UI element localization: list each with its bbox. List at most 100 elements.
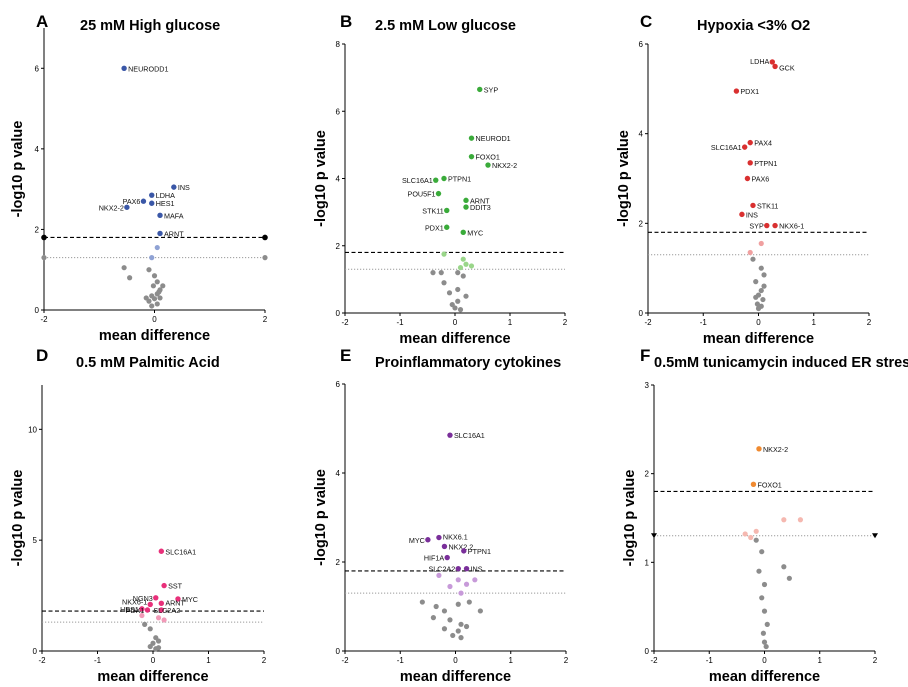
ns-point (781, 564, 787, 570)
ns-point (758, 265, 764, 271)
y-tick-label: 10 (28, 425, 37, 434)
y-tick-label: 0 (33, 647, 38, 656)
sig-point (468, 153, 475, 160)
gene-label: INS (746, 210, 758, 219)
sig-point (460, 229, 466, 235)
sig-point (147, 601, 153, 608)
near-sig-point (155, 615, 162, 621)
y-tick-label: 2 (639, 219, 644, 228)
sig-point (441, 543, 448, 550)
ns-point (463, 293, 469, 299)
x-tick-label: -2 (38, 656, 46, 665)
gene-label: MAFA (164, 211, 184, 220)
ns-point (466, 599, 472, 605)
ns-point (761, 272, 767, 278)
x-tick-label: 1 (206, 656, 211, 665)
y-tick-label: 5 (33, 536, 38, 545)
gene-label: PDX1 (425, 223, 444, 232)
panel-b: B 2.5 mM Low glucose -2 -1 0 1 2 0 2 4 6 8 mean diff… (313, 12, 568, 347)
near-sig-point (161, 617, 167, 623)
sig-point (463, 204, 469, 210)
gene-label: GCK (779, 63, 795, 72)
x-axis-title: mean difference (709, 669, 820, 685)
gene-label: NKX6-1 (122, 597, 147, 606)
ns-point (441, 608, 448, 614)
panel-title: Proinflammatory cytokines (375, 355, 561, 371)
ns-point (441, 626, 448, 632)
y-tick-label: 0 (35, 306, 40, 315)
near-sig-point (747, 249, 753, 256)
x-axis-title: mean difference (399, 331, 510, 347)
ns-point (753, 537, 759, 543)
x-tick-label: 2 (563, 318, 568, 327)
panel-title: 25 mM High glucose (80, 18, 220, 34)
panel-f: F 0.5mM tunicamycin induced ER stress -2 -1… (622, 346, 908, 685)
ns-point (753, 294, 759, 300)
sig-point (772, 63, 778, 70)
y-tick-label: 4 (336, 469, 341, 478)
ns-point (758, 303, 764, 309)
y-tick-label: 0 (336, 647, 341, 656)
ns-point (763, 643, 769, 650)
panel-letter: F (640, 346, 650, 365)
panel-title: Hypoxia <3% O2 (697, 18, 810, 34)
gene-label: PDX1 (126, 606, 145, 615)
x-tick-label: -2 (644, 318, 652, 327)
ns-point (150, 283, 156, 289)
gene-label: PDX1 (740, 87, 759, 96)
y-tick-label: 8 (336, 40, 341, 49)
gene-label: SST (168, 582, 183, 591)
ns-point (149, 303, 155, 309)
threshold-end-triangle (651, 533, 657, 539)
ns-point (143, 295, 149, 301)
gene-label: ARNT (470, 196, 490, 205)
sig-point (158, 600, 165, 607)
y-axis-title: -log10 p value (313, 130, 329, 227)
near-sig-point (458, 590, 464, 596)
sig-point (485, 162, 491, 168)
ns-point (446, 290, 453, 296)
near-sig-point (441, 251, 447, 257)
gene-label: PTPN1 (468, 547, 491, 556)
sig-point (468, 135, 475, 141)
gene-label: SLC2A2 (153, 606, 180, 615)
x-axis-title: mean difference (400, 669, 511, 685)
sig-point (441, 175, 447, 182)
near-sig-point (149, 255, 155, 261)
ns-point (450, 632, 456, 639)
y-tick-label: 2 (645, 470, 650, 479)
panel-letter: B (340, 12, 352, 31)
x-tick-label: 0 (756, 318, 761, 327)
gene-label: PAX6 (123, 197, 141, 206)
y-tick-label: 6 (35, 64, 40, 73)
sig-point (447, 432, 453, 438)
x-tick-label: 0 (151, 656, 156, 665)
y-tick-label: 2 (336, 242, 341, 251)
ns-point (455, 270, 461, 276)
gene-label: NKX6.1 (443, 533, 468, 542)
ns-point (761, 283, 767, 289)
sig-point (747, 160, 753, 166)
x-tick-label: -2 (650, 656, 658, 665)
gene-label: PTPN1 (754, 159, 777, 168)
x-tick-label: 0 (152, 315, 157, 324)
ns-point (452, 305, 458, 311)
x-tick-label: -2 (341, 318, 349, 327)
sig-point (157, 212, 163, 219)
gene-label: HIF1A (424, 554, 445, 563)
ns-point (750, 256, 756, 262)
ns-point (430, 615, 436, 621)
ns-point (463, 623, 470, 630)
panel-title: 0.5 mM Palmitic Acid (76, 355, 220, 371)
near-sig-point (748, 534, 754, 541)
y-axis-title: -log10 p value (10, 470, 26, 567)
x-axis-title: mean difference (97, 669, 208, 685)
ns-point (764, 621, 770, 628)
gene-label: NKX2.2 (448, 542, 473, 551)
ns-point (154, 301, 160, 307)
x-tick-label: 1 (812, 318, 817, 327)
y-tick-label: 0 (336, 309, 341, 318)
sig-point (139, 606, 145, 612)
gene-label: STK11 (422, 206, 443, 215)
